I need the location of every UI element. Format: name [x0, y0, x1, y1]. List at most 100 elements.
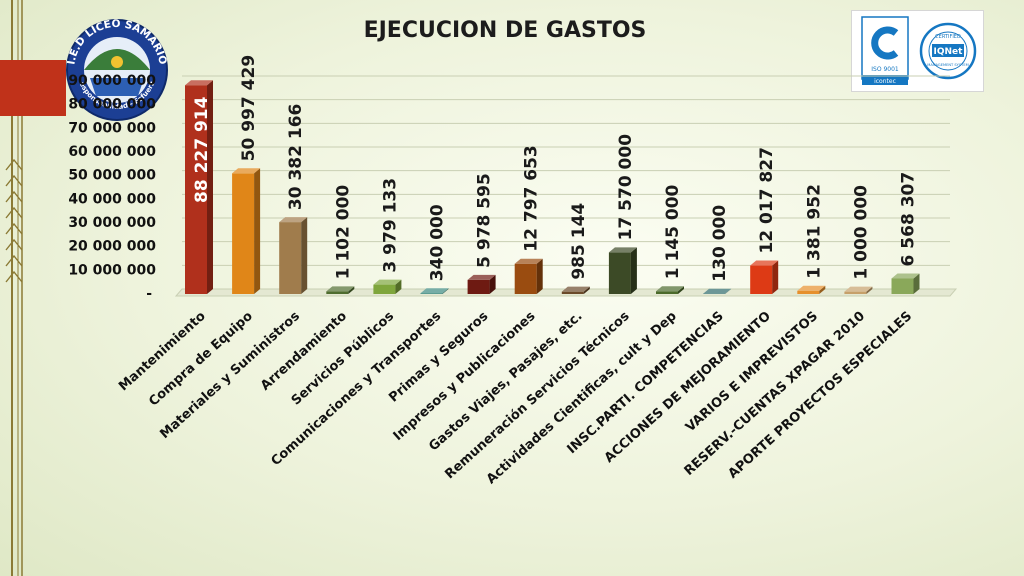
value-label: 12 797 653 — [522, 145, 542, 251]
bar-side — [913, 273, 920, 294]
bar-top — [326, 286, 355, 292]
y-tick-label: 50 000 000 — [68, 168, 156, 184]
bar-side — [536, 258, 543, 294]
bar-front — [185, 85, 207, 294]
icontec-label: icontec — [874, 78, 896, 85]
value-label: 985 144 — [569, 203, 589, 280]
value-label: 50 997 429 — [239, 55, 259, 161]
bar-front — [232, 173, 255, 294]
bar-side — [442, 288, 449, 294]
bar-6 — [420, 288, 449, 294]
value-label: 3 979 133 — [380, 178, 400, 273]
iso-icontec-logo: ISO 9001 icontec — [861, 16, 909, 85]
bar-top — [891, 273, 920, 279]
value-label: 130 000 — [710, 205, 730, 282]
bar-front — [656, 291, 678, 294]
value-label: 17 570 000 — [616, 134, 636, 241]
iqnet-name: IQNet — [934, 47, 964, 57]
value-label: 88 227 914 — [192, 96, 212, 203]
bar-top — [844, 286, 873, 292]
iqnet-logo: IQNet CERTIFIED MANAGEMENT SYSTEM — [919, 22, 977, 80]
bar-13 — [750, 260, 779, 294]
bar-front — [373, 284, 396, 294]
bar-top — [420, 288, 449, 294]
value-label: 5 978 595 — [475, 173, 495, 268]
bar-front — [467, 279, 490, 294]
bar-front — [561, 291, 584, 294]
bar-front — [891, 278, 914, 294]
bar-top — [467, 274, 496, 280]
accent-bar — [0, 60, 66, 116]
value-label: 1 102 000 — [333, 185, 353, 280]
bar-top — [279, 217, 308, 223]
value-label: 6 568 307 — [899, 172, 919, 267]
value-label: 340 000 — [428, 204, 448, 281]
bar-15 — [844, 286, 873, 294]
bar-top — [656, 286, 684, 292]
bar-front — [750, 265, 773, 294]
chart-title: EJECUCION DE GASTOS — [363, 18, 647, 43]
bar-9 — [561, 286, 590, 294]
bar-side — [348, 286, 355, 294]
bar-14 — [797, 285, 826, 294]
iqnet-certified: CERTIFIED — [935, 34, 961, 40]
bar-front — [514, 263, 537, 294]
y-tick-label: 90 000 000 — [68, 73, 156, 89]
bar-side — [678, 286, 684, 294]
iqnet-management: MANAGEMENT SYSTEM — [927, 63, 968, 67]
category-label: Arrendamiento — [258, 309, 350, 394]
bar-16 — [891, 273, 920, 294]
bar-side — [301, 217, 308, 294]
bar-front — [608, 252, 631, 294]
bar-top — [232, 168, 261, 174]
category-label: Comunicaciones y Transportes — [268, 309, 444, 469]
bar-side — [395, 279, 402, 294]
iso-label: ISO 9001 — [871, 66, 899, 73]
bar-side — [725, 288, 732, 294]
bar-top — [561, 286, 590, 292]
y-tick-label: 70 000 000 — [68, 120, 156, 136]
bar-3 — [279, 217, 308, 294]
y-tick-label: 80 000 000 — [68, 97, 156, 113]
y-tick-label: 60 000 000 — [68, 144, 156, 160]
value-label: 1 145 000 — [663, 184, 683, 279]
bar-side — [583, 286, 590, 294]
bar-front — [279, 222, 302, 294]
category-label: Mantenimiento — [116, 309, 209, 394]
bar-4 — [326, 286, 355, 294]
value-label: 12 017 827 — [757, 147, 777, 253]
certification-logos: ISO 9001 icontec IQNet CERTIFIED MANAGEM… — [851, 10, 984, 92]
bar-side — [207, 80, 213, 294]
y-tick-label: 10 000 000 — [68, 262, 156, 278]
bar-top — [514, 258, 543, 264]
bar-11 — [656, 286, 684, 294]
y-tick-label: 30 000 000 — [68, 215, 156, 231]
bar-5 — [373, 279, 402, 294]
category-label: ACCIONES DE MEJORAMIENTO — [602, 309, 774, 466]
bar-top — [750, 260, 779, 266]
bar-side — [489, 274, 496, 294]
bar-side — [630, 247, 637, 294]
bar-top — [797, 285, 826, 291]
bar-side — [254, 168, 261, 294]
value-label: 30 382 166 — [286, 104, 306, 210]
bar-1 — [185, 80, 213, 294]
bar-8 — [514, 258, 543, 294]
value-label: 1 381 952 — [804, 184, 824, 279]
bar-front — [844, 291, 867, 294]
y-tick-label: 40 000 000 — [68, 191, 156, 207]
y-tick-label: - — [146, 286, 152, 302]
bar-front — [326, 291, 349, 294]
bar-top — [608, 247, 637, 253]
bar-top — [703, 288, 732, 294]
bar-top — [373, 279, 402, 285]
bar-7 — [467, 274, 496, 294]
bar-side — [819, 285, 826, 294]
bar-front — [797, 290, 820, 294]
bar-10 — [608, 247, 637, 294]
bar-side — [772, 260, 779, 294]
chevron-pattern — [5, 158, 23, 283]
bar-side — [866, 286, 873, 294]
